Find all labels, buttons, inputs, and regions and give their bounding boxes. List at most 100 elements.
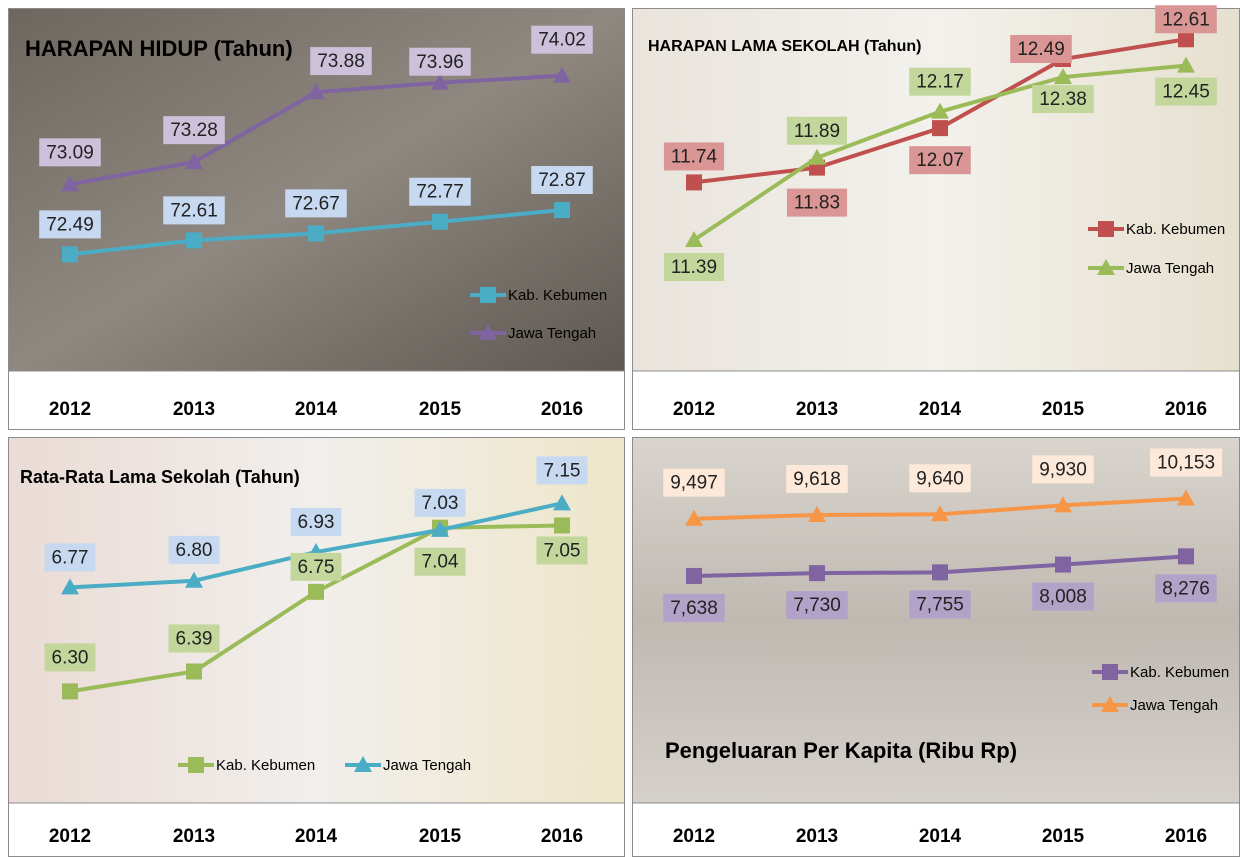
triangle-marker [808,148,826,165]
data-label-box [1155,574,1217,603]
triangle-marker [61,578,79,595]
x-tick-label: 2015 [419,399,462,420]
triangle-marker [431,73,449,90]
data-label: 12.49 [1017,39,1065,60]
chart-panel: 2012 2013 2014 2015 2016 72.49 72.61 72.67 72.77… [8,8,625,430]
data-label: 6.77 [52,547,89,568]
triangle-marker [1054,68,1072,85]
data-label: 12.38 [1039,89,1087,110]
x-tick-label: 2016 [1165,826,1207,847]
x-tick-label: 2016 [1165,399,1207,420]
chart-title: HARAPAN LAMA SEKOLAH (Tahun) [648,38,921,55]
chart-title: Rata-Rata Lama Sekolah (Tahun) [20,467,300,487]
data-label: 73.28 [170,120,218,141]
data-label-box [909,464,971,493]
data-label-box [414,488,466,517]
data-label-box [786,591,848,620]
data-label-box [1010,35,1072,64]
square-marker [1102,664,1118,680]
square-marker [554,202,570,219]
data-label-box [536,456,588,485]
data-label: 73.88 [317,51,365,72]
data-label: 12.17 [916,72,964,93]
data-label: 73.96 [416,52,464,73]
triangle-marker [185,571,203,588]
data-label-box [536,536,588,565]
data-label: 9,618 [793,469,841,490]
x-tick-label: 2014 [919,826,962,847]
square-marker [480,287,496,303]
x-tick-label: 2013 [173,399,215,420]
square-marker [1055,556,1071,573]
data-label-box [663,468,725,497]
photo-background [633,438,1239,803]
legend-label: Jawa Tengah [1126,260,1214,277]
square-marker [932,120,948,137]
x-tick-label: 2013 [796,826,838,847]
square-marker [686,174,702,191]
triangle-marker [61,175,79,192]
triangle-marker [185,153,203,170]
square-marker [1178,548,1194,565]
legend-label: Jawa Tengah [383,757,471,774]
data-label: 12.07 [916,150,964,171]
data-label: 74.02 [538,30,586,51]
legend-label: Kab. Kebumen [216,757,315,774]
data-label: 11.89 [794,121,840,142]
x-tick-label: 2014 [919,399,962,420]
square-marker [686,567,702,584]
data-label: 7.05 [544,541,581,562]
triangle-marker [479,324,497,340]
data-label: 11.83 [794,193,840,214]
data-label-box [163,196,225,225]
data-label-box [44,643,96,672]
triangle-marker [931,102,949,119]
square-marker [186,232,202,249]
data-label-box [414,547,466,576]
data-label: 9,930 [1039,459,1087,480]
data-label-box [290,552,342,581]
data-label-box [531,166,593,195]
triangle-marker [354,756,372,772]
triangle-marker [1097,259,1115,275]
data-label: 7.15 [544,460,581,481]
chart-panel: 2012 2013 2014 2015 2016 6.30 6.39 6.75 7.04 7.05… [8,437,625,857]
data-label-box [909,146,971,175]
data-label-box [786,188,848,217]
x-tick-label: 2015 [1042,826,1085,847]
data-label: 9,640 [916,468,964,489]
data-label-box [285,189,347,218]
data-label: 6.39 [176,629,213,650]
data-label: 8,276 [1162,578,1210,599]
photo-background [633,9,1239,371]
data-label-box [1032,455,1094,484]
data-label-box [663,253,725,282]
triangle-marker [1177,56,1195,73]
data-label: 6.30 [52,647,89,668]
data-label-box [786,464,848,493]
data-label: 11.74 [671,146,718,167]
triangle-marker [307,83,325,100]
data-label: 72.49 [46,214,94,235]
data-label: 12.61 [1162,9,1210,30]
square-marker [932,564,948,581]
x-tick-label: 2014 [295,399,338,420]
triangle-marker [1054,496,1072,513]
photo-background [9,438,624,803]
x-tick-label: 2016 [541,399,583,420]
triangle-marker [431,520,449,537]
data-label-box [168,624,220,653]
data-label: 72.87 [538,170,586,191]
triangle-marker [553,494,571,511]
data-label: 11.39 [671,257,717,278]
triangle-marker [685,231,703,248]
triangle-marker [808,505,826,522]
data-label: 72.67 [292,193,340,214]
data-label-box [168,535,220,564]
data-label-box [290,508,342,537]
x-tick-label: 2013 [796,399,838,420]
legend-label: Jawa Tengah [1130,697,1218,714]
square-marker [1178,31,1194,48]
data-label-box [909,590,971,619]
